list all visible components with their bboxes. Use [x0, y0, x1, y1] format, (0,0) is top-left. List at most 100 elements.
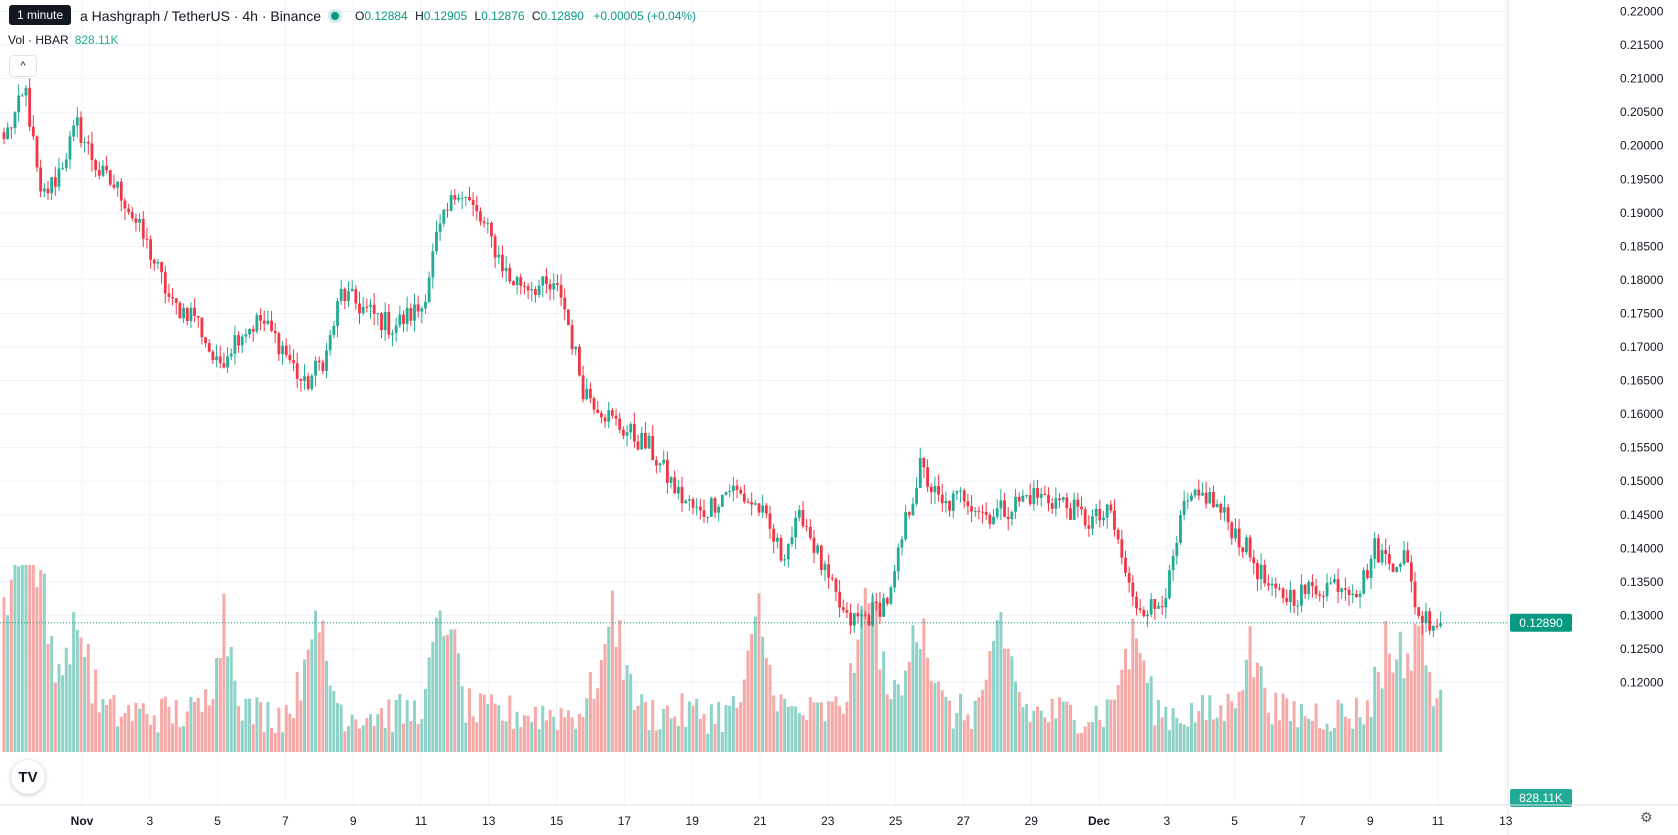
- volume-bar: [1435, 698, 1439, 752]
- candle: [86, 135, 90, 155]
- candles: [2, 78, 1443, 638]
- candle: [1168, 564, 1171, 600]
- candle: [255, 312, 259, 334]
- candle: [797, 505, 801, 522]
- volume-bar: [13, 565, 17, 752]
- volume-bar: [339, 704, 343, 752]
- candle: [534, 286, 537, 303]
- candle: [981, 504, 984, 524]
- volume-bar: [724, 705, 728, 752]
- volume-bar: [1080, 732, 1084, 752]
- volume-bar: [237, 706, 241, 752]
- volume-bar: [522, 715, 526, 752]
- volume-bar: [1255, 662, 1259, 752]
- volume-bar: [383, 728, 387, 752]
- volume-bar: [673, 716, 677, 752]
- candle: [200, 317, 204, 345]
- candle: [365, 298, 369, 313]
- volume-bar: [438, 610, 442, 752]
- candle: [1175, 535, 1179, 565]
- candle: [284, 338, 288, 358]
- time-tick-label: 3: [146, 814, 153, 828]
- volume-bar: [1142, 660, 1146, 752]
- volume-bar: [207, 705, 211, 752]
- volume-bar: [1131, 618, 1135, 752]
- candle: [863, 611, 867, 619]
- volume-bar: [1204, 719, 1208, 752]
- candle: [893, 564, 896, 593]
- candle: [266, 310, 270, 326]
- candle: [343, 287, 347, 310]
- volume-bar: [1409, 670, 1413, 752]
- gear-icon[interactable]: ⚙: [1640, 809, 1653, 825]
- volume-bar: [1167, 730, 1171, 752]
- volume-bar: [1156, 700, 1160, 752]
- candle: [805, 518, 809, 532]
- time-tick-label: 23: [821, 814, 835, 828]
- time-axis: Nov 3 5 7 9 11 13 15 17 19 21 23 25 27 29 Dec 3 5 7 9 11 13: [0, 804, 1678, 828]
- volume-bar: [1428, 672, 1432, 752]
- symbol-title[interactable]: a Hashgraph / TetherUS · 4h · Binance: [80, 8, 321, 24]
- candle: [1358, 590, 1362, 609]
- volume-bar: [149, 724, 153, 752]
- volume-bar: [1296, 727, 1300, 752]
- candle: [1006, 506, 1010, 531]
- volume-bar: [570, 717, 574, 752]
- volume-bar: [816, 702, 820, 752]
- volume-bar: [1065, 701, 1069, 752]
- volume-bar: [497, 705, 501, 752]
- volume-bar: [665, 705, 669, 752]
- candle: [94, 158, 98, 178]
- volume-bar: [1259, 666, 1263, 752]
- volume-bar: [614, 646, 618, 752]
- candle: [6, 122, 10, 140]
- candle: [948, 500, 951, 517]
- candle: [885, 596, 889, 606]
- volume-bar: [1365, 700, 1369, 752]
- volume-bar: [555, 729, 559, 752]
- candle: [490, 221, 493, 248]
- volume-bar: [1347, 718, 1351, 752]
- candle: [141, 210, 145, 248]
- candle: [57, 157, 61, 192]
- candle: [1362, 567, 1366, 595]
- volume-bar: [1017, 692, 1021, 752]
- volume-bar: [596, 688, 600, 752]
- volume-bar: [1307, 718, 1311, 752]
- candle: [1039, 487, 1043, 507]
- candle: [786, 543, 790, 568]
- volume-bar: [651, 700, 655, 752]
- candle: [801, 500, 805, 529]
- candle: [350, 280, 354, 292]
- candle: [281, 340, 284, 365]
- candle: [607, 401, 611, 429]
- candle: [497, 245, 501, 265]
- volume-bar: [772, 695, 776, 752]
- volume-bar: [676, 725, 680, 752]
- candle: [849, 603, 853, 634]
- candle: [475, 195, 479, 221]
- volume-bar: [973, 700, 977, 752]
- candle: [545, 267, 548, 294]
- candle: [764, 502, 768, 519]
- volume-bar: [1102, 727, 1105, 752]
- time-tick-label: 29: [1025, 814, 1039, 828]
- volume-bar: [325, 660, 329, 752]
- tradingview-logo-icon[interactable]: TV: [11, 760, 45, 794]
- volume-bar: [277, 707, 281, 752]
- volume-bar: [1358, 717, 1362, 752]
- candle: [1322, 591, 1325, 608]
- time-tick-label: 9: [350, 814, 357, 828]
- candle: [658, 462, 662, 473]
- volume-bar: [867, 603, 871, 752]
- volume-bar: [1226, 693, 1230, 752]
- candle: [937, 474, 940, 502]
- candle: [1417, 607, 1421, 619]
- volume-bar: [1237, 691, 1241, 752]
- candle: [556, 274, 559, 292]
- candle: [105, 155, 109, 174]
- collapse-legend-button[interactable]: ^: [9, 55, 37, 77]
- candle: [592, 396, 596, 415]
- volume-bar: [1153, 725, 1157, 752]
